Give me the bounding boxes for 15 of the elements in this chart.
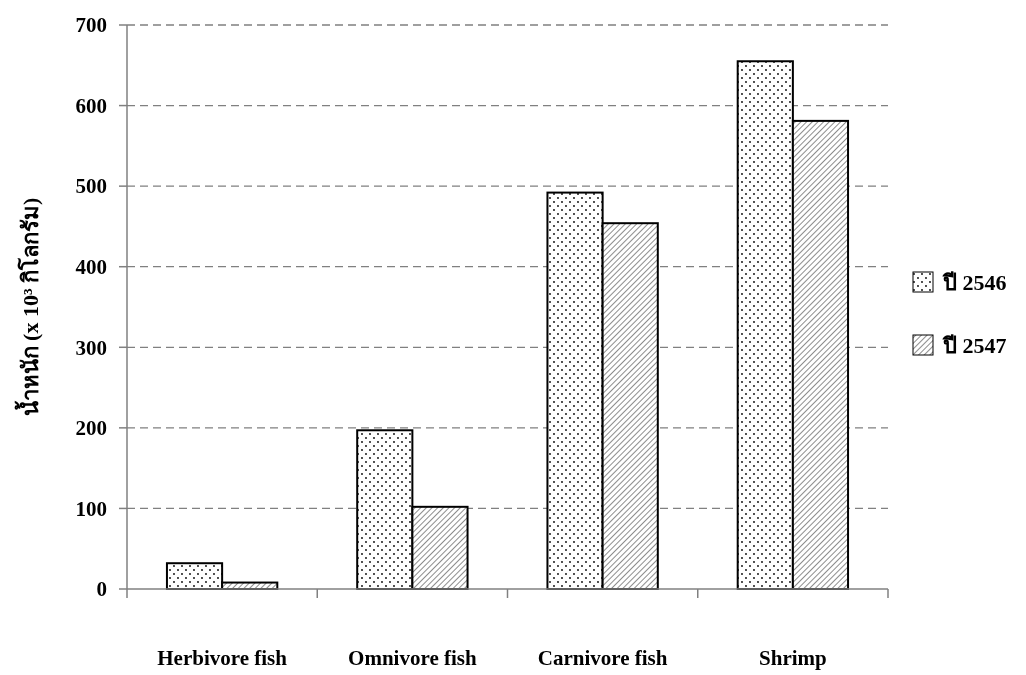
y-tick-label: 700 xyxy=(75,13,107,38)
y-tick-label: 600 xyxy=(75,93,107,118)
x-tick-label: Carnivore fish xyxy=(537,646,668,670)
y-tick-label: 200 xyxy=(75,416,107,441)
legend-label: ปี 2546 xyxy=(942,269,1007,295)
y-axis-title: น้ำหนัก (x 10³ กิโลกรัม) xyxy=(13,197,43,417)
y-tick-label: 300 xyxy=(75,335,107,360)
y-tick-label: 500 xyxy=(75,174,107,199)
y-tick-label: 0 xyxy=(96,577,107,602)
legend-label: ปี 2547 xyxy=(942,332,1007,358)
x-tick-label: Shrimp xyxy=(759,646,827,670)
x-tick-label: Omnivore fish xyxy=(348,646,477,670)
y-tick-label: 100 xyxy=(75,496,107,521)
x-tick-label: Herbivore fish xyxy=(157,646,288,670)
y-tick-label: 400 xyxy=(75,255,107,280)
